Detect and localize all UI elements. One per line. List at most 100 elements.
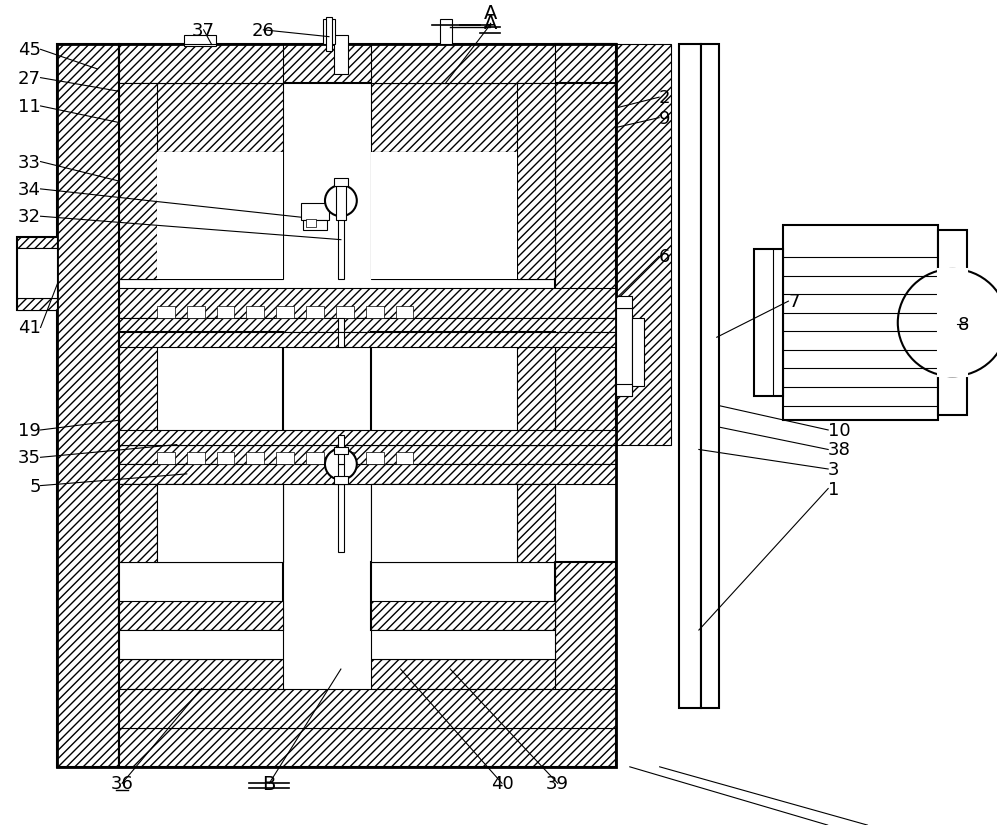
Text: 34: 34 [18,181,41,199]
Bar [119,484,283,562]
Bar [616,46,671,445]
Bar [246,453,264,465]
Bar [119,484,157,562]
Bar [57,46,119,767]
Bar [517,484,555,562]
Bar [119,445,616,465]
Bar [555,46,616,445]
Text: A: A [483,14,497,33]
Bar [632,318,644,387]
Bar [334,476,348,484]
Bar [754,250,783,397]
Text: 40: 40 [491,774,513,792]
Text: 33: 33 [18,153,41,171]
Bar [517,333,555,445]
Bar [119,84,283,152]
Bar [17,299,57,310]
Bar [303,221,327,231]
Bar [371,46,555,84]
Bar [119,333,283,445]
Bar [938,270,967,377]
Bar [701,46,719,708]
Bar [323,20,335,46]
Bar [119,84,157,279]
Bar [184,36,216,47]
Text: 3: 3 [828,460,840,479]
Text: 37: 37 [192,22,215,40]
Bar [338,318,344,333]
Bar [616,297,632,309]
Bar [119,289,616,318]
Bar [371,484,555,562]
Text: 45: 45 [18,41,41,60]
Bar [371,484,517,562]
Bar [371,152,517,279]
Bar [119,562,283,630]
Bar [57,46,616,767]
Bar [301,204,329,221]
Bar [119,660,283,689]
Bar [440,20,452,46]
Bar [371,562,555,630]
Bar [334,179,348,187]
Bar [276,453,294,465]
Bar [306,453,324,465]
Bar [187,306,205,318]
Bar [338,333,344,348]
Circle shape [325,185,357,217]
Bar [306,306,324,318]
Text: 26: 26 [252,22,275,40]
Bar [276,306,294,318]
Bar [17,238,57,310]
Text: 32: 32 [18,208,41,226]
Bar [187,453,205,465]
Bar [938,231,967,416]
Bar [555,562,616,767]
Bar [338,436,344,465]
Bar [679,46,701,708]
Bar [246,306,264,318]
Bar [366,453,384,465]
Text: 38: 38 [828,441,851,459]
Bar [119,333,616,348]
Bar [119,46,616,84]
Bar [336,306,354,318]
Bar [217,453,234,465]
Bar [334,447,348,455]
Bar [119,431,616,445]
Bar [119,46,283,84]
Bar [119,630,283,660]
Circle shape [325,449,357,480]
Text: A: A [483,4,497,23]
Bar [119,601,283,630]
Text: 6: 6 [659,248,670,266]
Bar [336,453,354,465]
Text: 39: 39 [546,774,569,792]
Text: 9: 9 [659,109,671,128]
Bar [371,660,555,689]
Text: 1: 1 [828,480,840,498]
Bar [119,333,157,445]
Text: 36: 36 [111,774,134,792]
Bar [371,630,555,660]
Bar [338,465,344,484]
Bar [217,306,234,318]
Bar [157,453,175,465]
Bar [338,484,344,552]
Bar [616,309,632,397]
Text: 2: 2 [659,89,671,107]
Bar [338,204,344,279]
Bar [119,152,283,279]
Text: B: B [263,774,276,792]
Bar [396,453,413,465]
Bar [17,249,57,299]
Text: 27: 27 [18,70,41,88]
Text: 7: 7 [788,293,800,310]
Text: 19: 19 [18,421,41,440]
Text: 8: 8 [957,315,969,333]
Bar [119,465,616,484]
Text: 11: 11 [18,98,41,116]
Bar [157,306,175,318]
Bar [17,238,57,249]
Bar [326,18,332,52]
